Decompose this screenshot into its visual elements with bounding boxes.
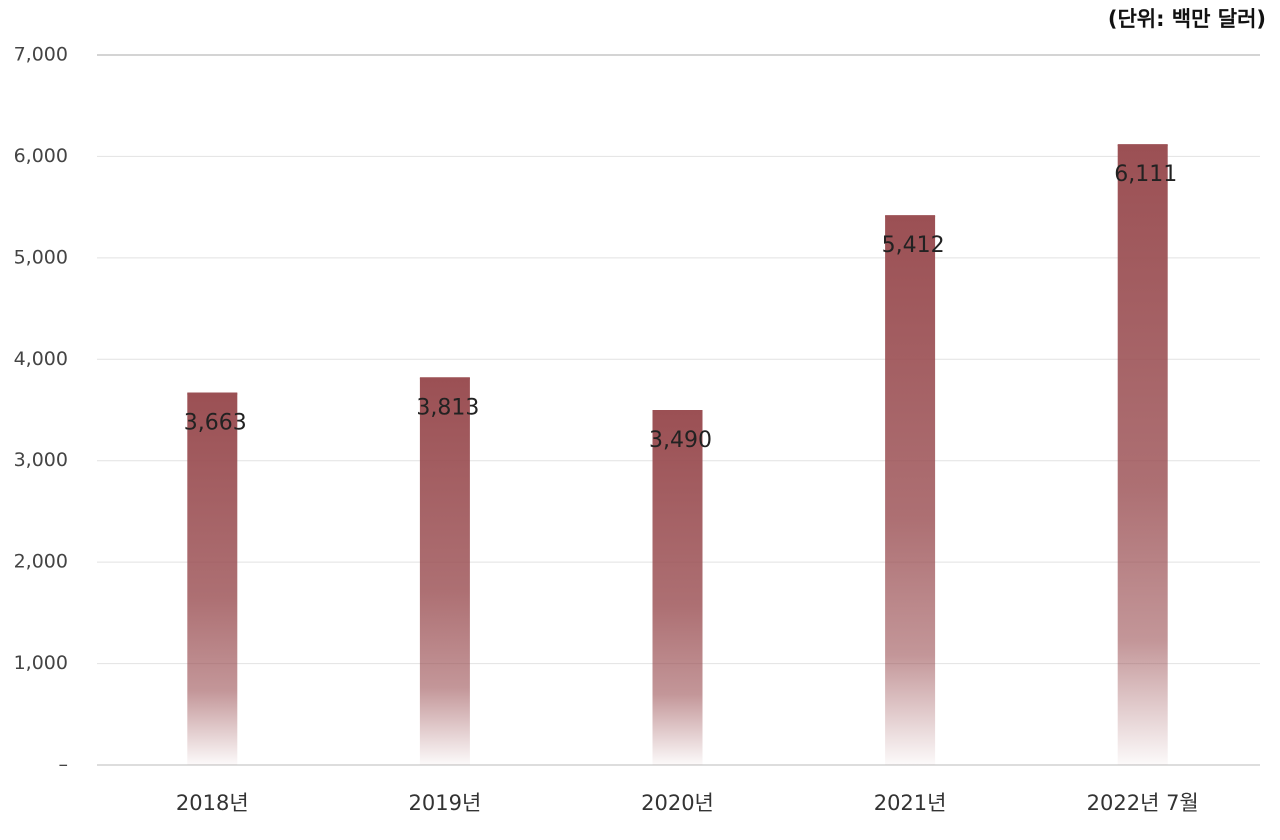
value-label: 3,490 <box>649 428 712 453</box>
y-tick-label: 5,000 <box>14 246 68 268</box>
x-tick-label: 2018년 <box>176 791 249 815</box>
bar <box>1117 145 1168 766</box>
x-tick-label: 2019년 <box>409 791 482 815</box>
bar <box>885 216 936 765</box>
y-tick-label: 2,000 <box>14 551 68 573</box>
bar <box>652 411 703 765</box>
x-tick-label: 2021년 <box>874 791 947 815</box>
value-label: 3,663 <box>184 410 247 435</box>
y-tick-label: 7,000 <box>14 44 68 66</box>
value-label: 3,813 <box>416 395 479 420</box>
bar <box>187 393 238 765</box>
bar <box>419 378 470 765</box>
y-tick-label: 1,000 <box>14 652 68 674</box>
x-tick-label: 2022년 7월 <box>1087 791 1199 815</box>
value-label: 6,111 <box>1114 162 1177 187</box>
y-tick-label: 6,000 <box>14 145 68 167</box>
x-tick-label: 2020년 <box>641 791 714 815</box>
y-tick-label: – <box>59 754 69 776</box>
y-tick-label: 3,000 <box>14 449 68 471</box>
unit-label: (단위: 백만 달러) <box>1108 7 1266 31</box>
value-label: 5,412 <box>882 233 945 258</box>
y-tick-label: 4,000 <box>14 348 68 370</box>
